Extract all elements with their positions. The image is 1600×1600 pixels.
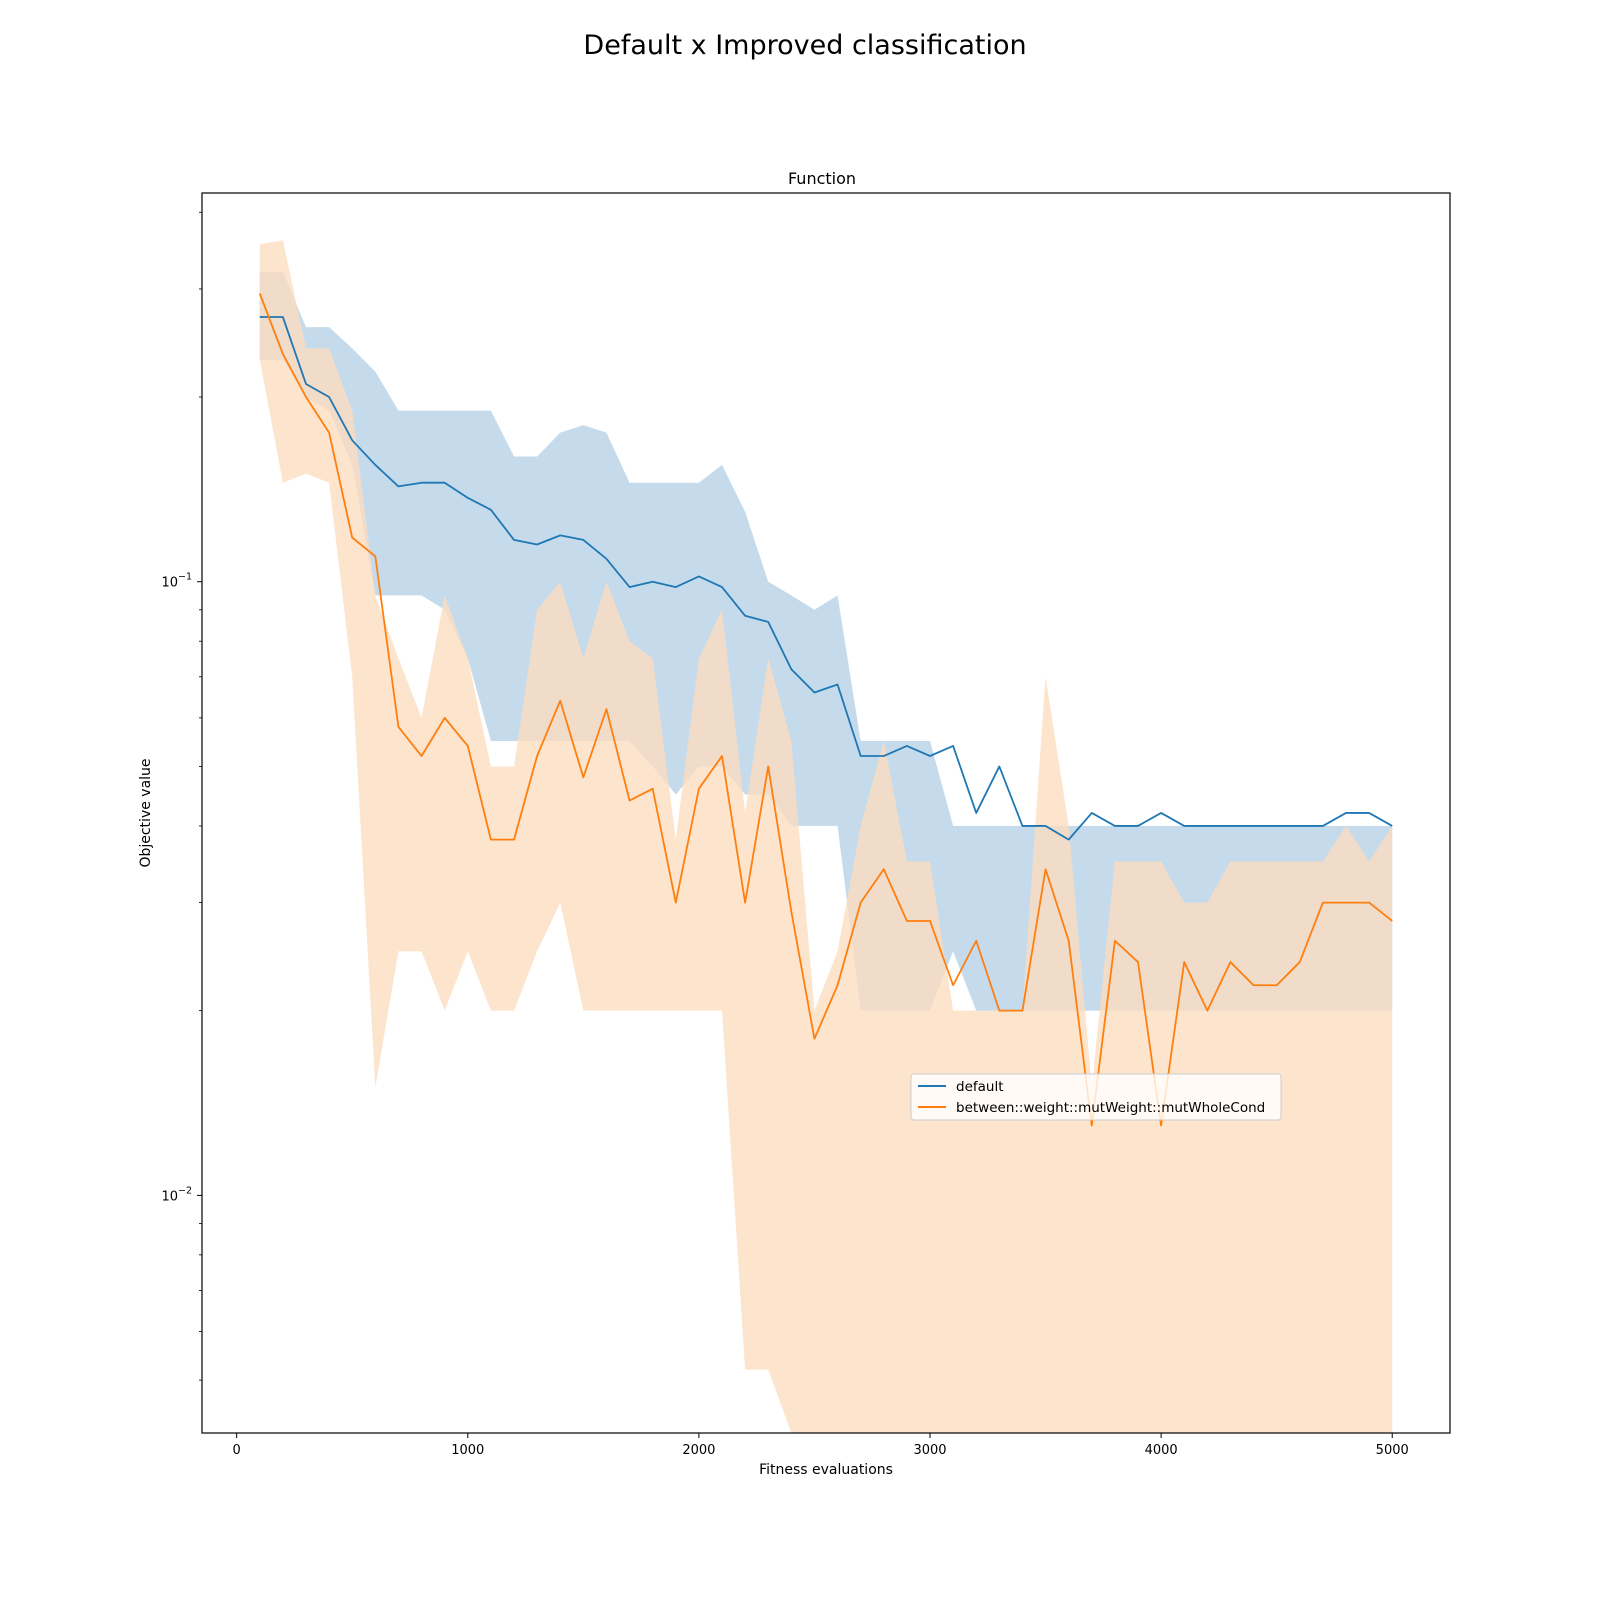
plot-frame <box>201 192 1451 1434</box>
legend-label-default: default <box>956 1079 1004 1095</box>
series-line-1 <box>258 293 1393 1127</box>
series-line-0 <box>259 316 1393 841</box>
x-axis-label: Fitness evaluations <box>759 1462 893 1478</box>
x-tick-label: 5000 <box>1376 1443 1409 1458</box>
legend-box <box>910 1073 1282 1121</box>
y-axis-label: Objective value <box>138 758 154 867</box>
x-axis: 0 1000 2000 3000 4000 5000 <box>233 1433 1409 1458</box>
x-tick-label: 1000 <box>451 1443 484 1458</box>
x-tick-label: 0 <box>233 1443 241 1458</box>
band-0 <box>259 271 1393 1011</box>
y-tick-label: 10−1 <box>161 572 192 591</box>
legend-label-improved: between::weight::mutWeight::mutWholeCond <box>956 1100 1265 1116</box>
chart-suptitle: Default x Improved classification <box>583 30 1026 61</box>
legend: default between::weight::mutWeight::mutW… <box>910 1073 1282 1121</box>
confidence-bands <box>259 240 1393 1434</box>
y-axis: 10−1 10−2 <box>161 211 202 1381</box>
x-tick-label: 4000 <box>1145 1443 1178 1458</box>
y-tick-label: 10−2 <box>161 1185 192 1204</box>
axes-title: Function <box>788 169 856 188</box>
band-1 <box>259 240 1393 1434</box>
series-lines <box>258 293 1393 1127</box>
x-tick-label: 2000 <box>682 1443 715 1458</box>
x-tick-label: 3000 <box>913 1443 946 1458</box>
